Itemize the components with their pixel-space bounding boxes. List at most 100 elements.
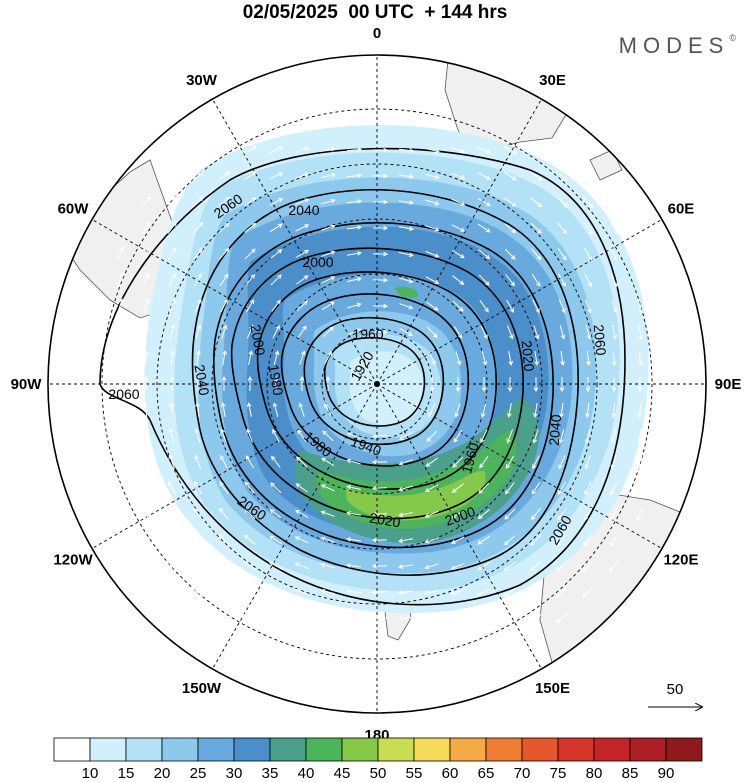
wind-vector [142,480,150,495]
wind-vector [117,401,122,418]
madagascar-landmass [589,149,623,181]
wind-vector [399,200,414,205]
contour-label: 2000 [302,254,333,270]
wind-vector [272,428,280,443]
wind-vector [584,429,591,444]
wind-vector [610,481,618,496]
wind-vector [609,560,619,573]
colorbar-label: 65 [478,765,495,782]
colorbar-swatch [125,737,163,762]
contour-1940 [303,316,445,446]
wind-vector [504,223,517,234]
longitude-label: 0 [373,25,381,42]
wind-vector [428,403,436,418]
wind-vector [454,403,461,418]
contour-label-text: 2020 [519,340,538,373]
wind-vector [142,454,149,469]
meridian-line [376,383,542,670]
wind-vector [480,403,487,418]
wind-vector [582,586,594,598]
wind-vector [116,454,123,469]
wind-vector [508,351,514,366]
wind-vector [530,222,542,234]
colorbar-swatch [377,737,415,762]
wind-vector [452,300,464,312]
colorbar-label: 60 [442,765,459,782]
wind-vector [583,507,593,521]
wind-vector [584,273,592,288]
wind-vector [243,197,257,207]
meridian-line [212,98,378,385]
wind-vector [481,351,488,366]
wind-vector [372,277,389,283]
wind-vector [272,324,280,339]
wind-vector [320,614,335,620]
wind-vector [451,483,464,493]
wind-vector [166,559,178,572]
wind-vector [636,455,643,470]
wind-vector [247,375,253,391]
wind-vector [479,456,489,469]
wind-vector [506,299,515,313]
wind-vector [220,454,228,469]
wind-vector [296,275,309,285]
colorbar-swatch [557,737,595,762]
contour-label: 2000 [247,323,268,357]
wind-vector [142,246,150,261]
wind-vector [299,350,306,365]
wind-vector [582,560,593,573]
wind-vector [451,147,466,154]
wind-vector [194,454,202,469]
wind-vector [529,613,543,623]
contour-label: 1960 [352,326,383,342]
wind-vector [398,616,414,621]
wind-vector [505,274,515,287]
wind-vector [583,534,593,547]
wind-vector [452,456,464,468]
wind-vector [168,428,175,443]
wind-vector [295,198,310,206]
wind-vector [170,350,175,366]
wind-vector [194,428,201,443]
meridian-line [376,219,663,385]
wind-vector [221,375,227,391]
wind-vector [142,428,149,443]
longitude-label: 150W [182,680,222,697]
wind-vector [193,247,203,260]
wind-vector [244,508,256,520]
colorbar-swatch [485,737,523,762]
longitude-label: 60W [58,201,90,218]
wind-vector [296,456,308,468]
wind-vector [478,249,491,260]
wind-vector [269,535,283,545]
wind-vector [243,146,258,154]
wind-vector [116,246,124,261]
wind-vector [503,561,516,571]
wind-vector [507,377,513,393]
wind-vector [477,146,492,154]
wind-vector [504,508,516,520]
colorbar-label: 35 [262,765,279,782]
wind-vector [118,349,123,366]
wind-vector [428,351,436,366]
wind-vector [505,482,515,495]
wind-vector [557,222,568,235]
wind-vector [295,224,310,232]
wind-vector [168,480,176,495]
colorbar-swatch [269,737,307,762]
wind-vector [504,197,517,207]
colorbar-swatch [413,737,451,762]
wind-vector [192,145,205,155]
wind-vector [453,429,463,443]
wind-vector [269,223,283,233]
wind-vector [169,375,175,391]
wind-vector [584,455,591,470]
colorbar-label: 25 [190,765,207,782]
contour-label-text: 2000 [302,254,333,270]
wind-vector [426,430,438,442]
latitude-circle-4 [156,163,598,605]
wind-vector [398,174,414,179]
wind-vector [117,298,124,313]
wind-vector [636,429,642,444]
wind-vector [610,429,616,444]
